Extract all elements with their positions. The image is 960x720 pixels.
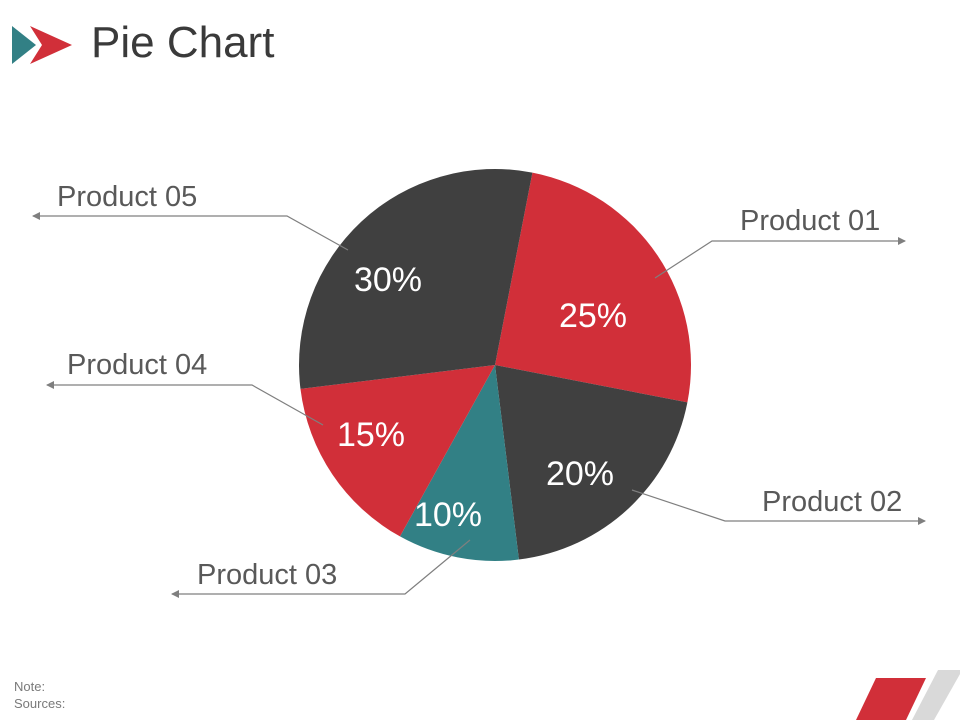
callout-arrow [32, 212, 349, 251]
callout-arrow [631, 489, 926, 525]
pie-slice-3 [399, 365, 519, 562]
slice-value-label: 15% [337, 416, 405, 454]
page-title: Pie Chart [91, 18, 275, 67]
slice-category-label: Product 03 [197, 559, 337, 591]
footnotes: Note: Sources: [14, 678, 65, 712]
slice-category-label: Product 02 [762, 486, 902, 518]
slice-value-label: 30% [354, 261, 422, 299]
pie-slice-4 [300, 365, 495, 537]
slice-value-label: 25% [559, 297, 627, 335]
double-triangle-arrow-icon [12, 26, 72, 64]
pie-slice-2 [495, 365, 688, 560]
callout-arrow [654, 237, 906, 279]
note-label: Note: [14, 679, 46, 694]
slice-category-label: Product 05 [57, 181, 197, 213]
sources-label: Sources: [14, 696, 66, 711]
slice-category-label: Product 04 [67, 349, 207, 381]
callout-arrow [46, 381, 324, 426]
slice-value-label: 10% [414, 496, 482, 534]
callout-arrow [171, 539, 471, 598]
pie-slice-5 [298, 168, 533, 389]
slice-category-label: Product 01 [740, 205, 880, 237]
pie-slice-1 [495, 172, 692, 403]
slice-value-label: 20% [546, 455, 614, 493]
corner-stripes-decoration [856, 670, 960, 720]
